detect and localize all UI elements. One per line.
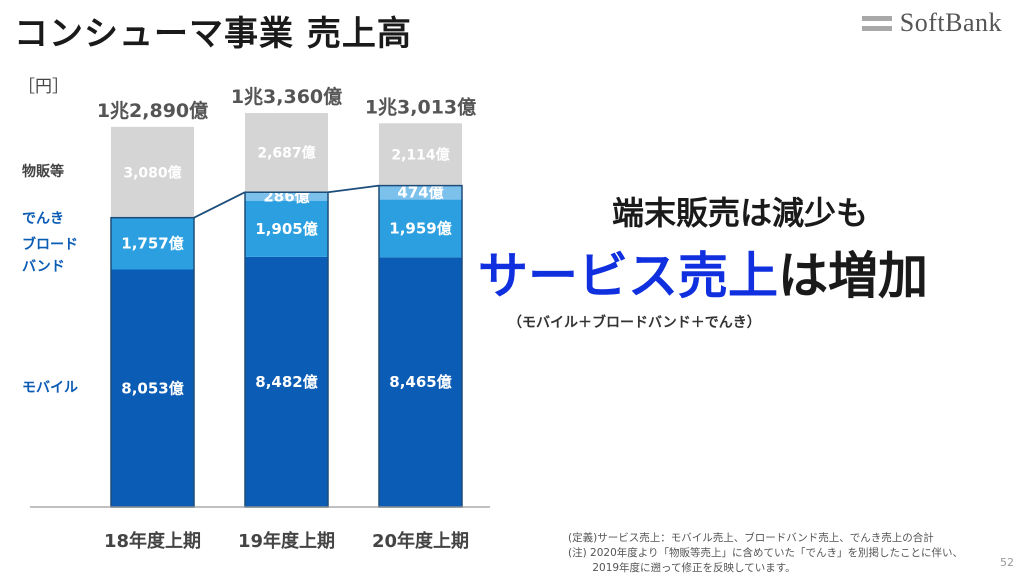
category-label-1: 18年度上期 bbox=[104, 530, 201, 552]
bar-mobile-3 bbox=[379, 257, 462, 507]
stacked-bar-chart: 8,053億 1,757億 3,080億 1兆2,890億 18年度上期 8,482億 1,… bbox=[30, 85, 490, 552]
headline-rest: は増加 bbox=[778, 247, 928, 305]
footnote-line2: 2019年度に遡って修正を反映しています。 bbox=[568, 562, 796, 574]
bar-goods-1 bbox=[111, 126, 194, 218]
data-label-denki-3: 474億 bbox=[397, 184, 443, 202]
bar-broadband-3 bbox=[379, 199, 462, 258]
bar-mobile-1 bbox=[111, 269, 194, 507]
unit-label: ［円］ bbox=[18, 77, 69, 97]
data-label-mobile-1: 8,053億 bbox=[121, 379, 183, 397]
total-label-1: 1兆2,890億 bbox=[97, 99, 208, 122]
page-number: 52 bbox=[1000, 556, 1014, 569]
data-label-goods-3: 2,114億 bbox=[391, 146, 449, 163]
category-label-3: 20年度上期 bbox=[372, 530, 469, 552]
data-label-broadband-2: 1,905億 bbox=[255, 220, 317, 238]
segment-label-goods: 物販等 bbox=[22, 164, 64, 180]
data-label-mobile-2: 8,482億 bbox=[255, 373, 317, 391]
segment-label-mobile: モバイル bbox=[22, 380, 78, 396]
segment-label-broadband-line2: バンド bbox=[22, 259, 65, 275]
headline-line1: 端末販売は減少も bbox=[611, 194, 868, 232]
data-label-mobile-3: 8,465億 bbox=[389, 373, 451, 391]
total-label-3: 1兆3,013億 bbox=[365, 95, 476, 118]
footnote-definition: (定義)サービス売上：モバイル売上、ブロードバンド売上、でんき売上の合計 bbox=[568, 532, 934, 544]
bar-broadband-1 bbox=[111, 217, 194, 270]
category-label-2: 19年度上期 bbox=[238, 530, 335, 552]
logo-name: SoftBank bbox=[899, 8, 1002, 37]
page-title: コンシューマ事業 売上高 bbox=[14, 14, 412, 54]
bar-goods-2 bbox=[245, 113, 328, 193]
segment-label-broadband-line1: ブロード bbox=[22, 237, 78, 253]
bar-denki-3 bbox=[379, 185, 462, 200]
segment-label-denki: でんき bbox=[22, 211, 64, 227]
total-label-2: 1兆3,360億 bbox=[231, 85, 342, 108]
connector-line-1 bbox=[193, 191, 246, 219]
data-label-broadband-3: 1,959億 bbox=[389, 219, 451, 237]
bar-goods-3 bbox=[379, 123, 462, 186]
footnote-line1: (注) 2020年度より「物販等売上」に含めていた「でんき」を別掲したことに伴い… bbox=[568, 547, 964, 559]
data-label-goods-2: 2,687億 bbox=[257, 145, 315, 162]
headline-highlight: サービス売上 bbox=[478, 247, 778, 305]
data-label-broadband-1: 1,757億 bbox=[121, 235, 183, 253]
bar-broadband-2 bbox=[245, 200, 328, 257]
logo-bars-icon bbox=[861, 15, 892, 31]
bar-mobile-2 bbox=[245, 256, 328, 507]
headline-note: （モバイル＋ブロードバンド＋でんき） bbox=[508, 315, 761, 331]
connector-line-2 bbox=[327, 184, 380, 194]
softbank-logo: SoftBank bbox=[861, 8, 1002, 38]
bar-denki-2 bbox=[245, 192, 328, 201]
headline-line2: サービス売上は増加 bbox=[478, 236, 928, 308]
data-label-goods-1: 3,080億 bbox=[123, 164, 181, 181]
